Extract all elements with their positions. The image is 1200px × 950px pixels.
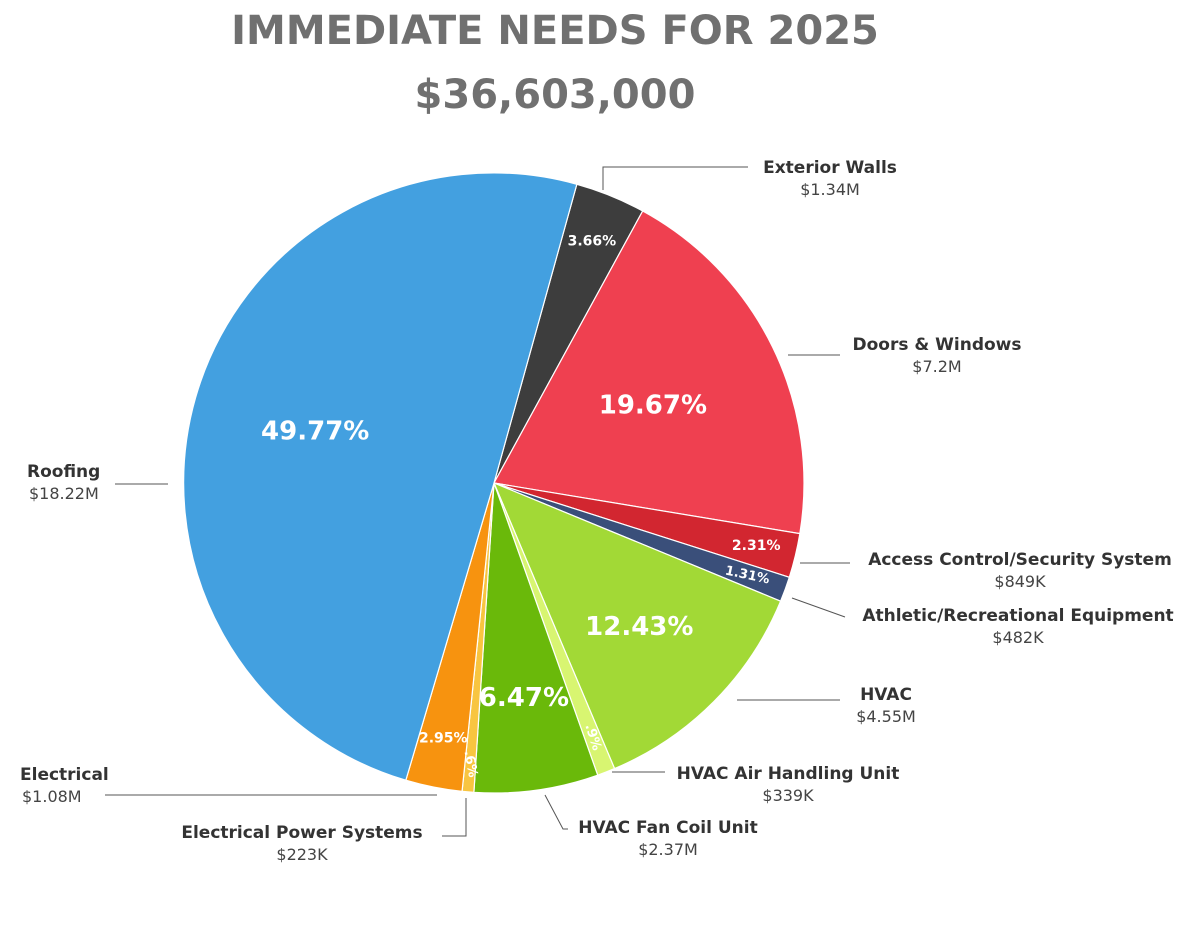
leader-line-hvac-fan-coil-unit [544,794,568,830]
leader-line-exterior-walls [602,166,748,190]
label-name-hvac: HVAC [860,685,912,705]
label-name-roofing: Roofing [27,462,100,482]
pie-percent-labels: 3.66%19.67%2.31%1.31%12.43%.9%6.47%.6%2.… [261,234,780,779]
leader-line-electrical-power-systems [442,798,467,837]
pct-label-electrical: 2.95% [419,730,468,746]
pct-label-hvac: 12.43% [585,612,693,642]
pct-label-electrical-power-systems: .6% [461,749,480,778]
slice-labels: Exterior Walls $1.34M Doors & Windows $7.2M… [20,158,1174,864]
pct-label-exterior-walls: 3.66% [568,234,617,250]
label-value-hvac: $4.55M [856,707,916,726]
pct-label-hvac-fan-coil-unit: 6.47% [479,683,569,713]
leader-line-athletic-recreational-equipment [791,597,846,618]
label-name-access-control-security-system: Access Control/Security System [868,550,1172,570]
slice-doors-windows [493,210,805,535]
label-name-athletic-recreational-equipment: Athletic/Recreational Equipment [862,606,1173,626]
pie-slices [183,172,805,794]
slice-hvac [492,481,782,770]
slice-hvac-fan-coil-unit [473,482,599,794]
label-name-doors-windows: Doors & Windows [853,335,1022,355]
label-name-hvac-fan-coil-unit: HVAC Fan Coil Unit [578,818,757,838]
label-name-exterior-walls: Exterior Walls [763,158,897,178]
label-value-electrical: $1.08M [22,787,82,806]
chart-total: $36,603,000 [414,72,696,118]
label-value-athletic-recreational-equipment: $482K [992,628,1044,647]
label-value-exterior-walls: $1.34M [800,180,860,199]
label-name-electrical: Electrical [20,765,109,785]
label-value-electrical-power-systems: $223K [276,845,328,864]
label-name-hvac-air-handling-unit: HVAC Air Handling Unit [677,764,900,784]
label-value-hvac-air-handling-unit: $339K [762,786,814,805]
pct-label-doors-windows: 19.67% [599,391,707,421]
label-value-access-control-security-system: $849K [994,572,1046,591]
label-value-hvac-fan-coil-unit: $2.37M [638,840,698,859]
label-value-roofing: $18.22M [29,484,99,503]
slice-roofing [183,172,578,781]
leader-lines [105,166,850,837]
chart-title: IMMEDIATE NEEDS FOR 2025 [231,8,879,54]
pct-label-roofing: 49.77% [261,417,369,447]
label-name-electrical-power-systems: Electrical Power Systems [181,823,422,843]
label-value-doors-windows: $7.2M [912,357,961,376]
pct-label-access-control-security-system: 2.31% [732,538,781,554]
